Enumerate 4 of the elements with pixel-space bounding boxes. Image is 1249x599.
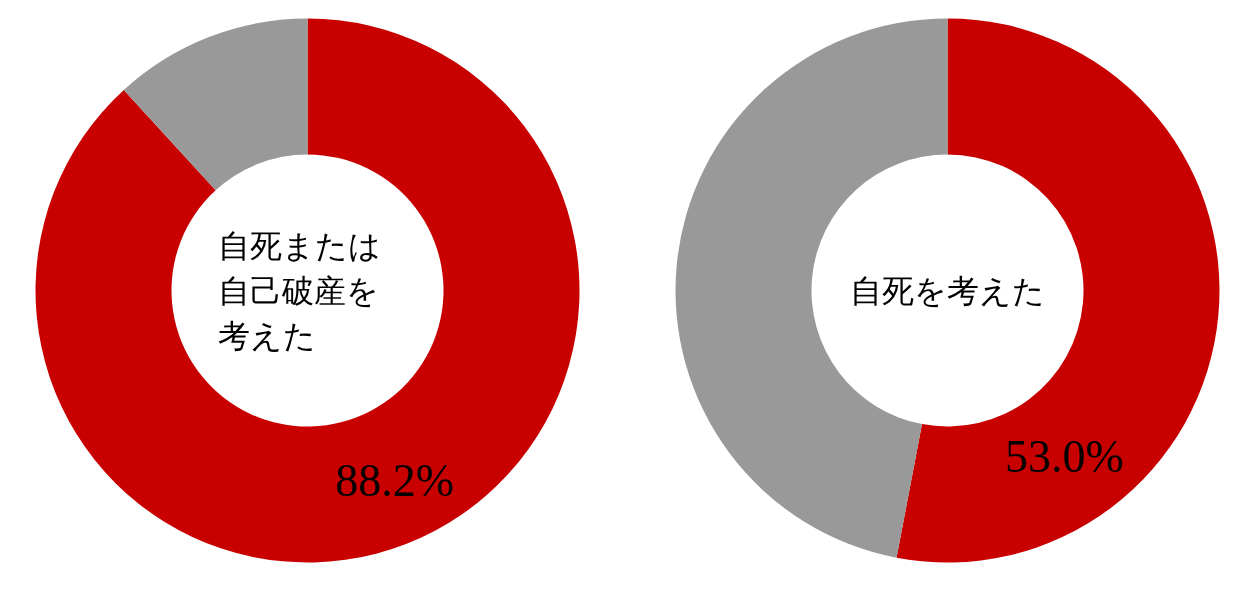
data-label: 88.2% [335, 455, 454, 507]
data-label: 53.0% [1005, 430, 1124, 482]
text: 自死または自己破産を考えた [217, 227, 381, 354]
text: 自死を考えた [850, 272, 1045, 309]
